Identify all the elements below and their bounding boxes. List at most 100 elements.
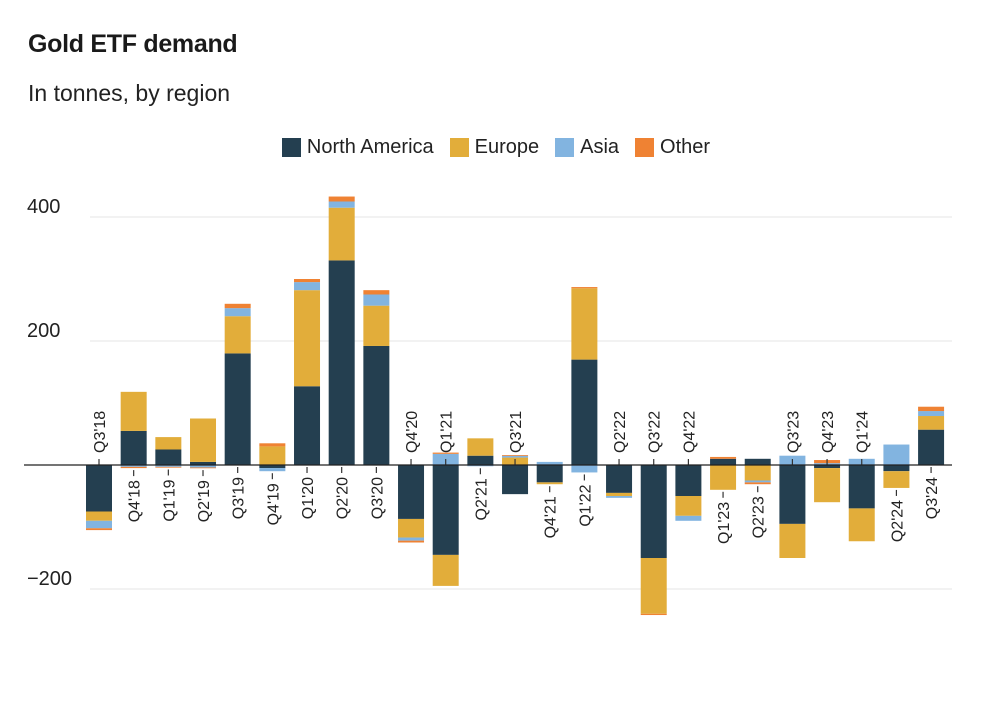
bar-asia: [502, 455, 529, 458]
bar-north-america: [155, 449, 182, 465]
bar-asia: [918, 411, 945, 417]
bar-north-america: [467, 455, 494, 465]
x-tick-label: Q2'21: [473, 478, 490, 520]
bar-asia: [606, 496, 633, 498]
bar-north-america: [883, 465, 910, 472]
x-tick-label: Q2'20: [335, 477, 352, 519]
x-tick-label: Q3'19: [231, 477, 248, 519]
x-tick-label: Q3'24: [924, 477, 941, 519]
bar-north-america: [398, 465, 425, 519]
bar-europe: [120, 391, 147, 431]
x-tick-label: Q3'21: [508, 411, 525, 453]
x-tick-label: Q2'19: [196, 480, 213, 522]
bar-europe: [744, 465, 771, 481]
bar-other: [259, 443, 286, 447]
bar-other: [294, 279, 321, 283]
legend-item-europe: Europe: [449, 136, 540, 159]
chart-subtitle: In tonnes, by region: [28, 80, 231, 106]
bar-other: [190, 467, 217, 469]
bar-europe: [606, 492, 633, 496]
bar-other: [571, 287, 598, 289]
bar-asia: [467, 465, 494, 467]
bar-other: [918, 406, 945, 412]
bar-europe: [363, 305, 390, 346]
legend-label-asia: Asia: [580, 136, 620, 158]
bar-other: [86, 528, 112, 531]
x-tick-label: Q4'20: [404, 411, 421, 453]
bar-europe: [779, 523, 806, 558]
x-tick-label: Q1'20: [300, 477, 317, 519]
bar-north-america: [814, 465, 841, 469]
bar-europe: [398, 518, 425, 538]
bar-europe: [294, 290, 321, 387]
x-tick-label: Q2'22: [612, 411, 629, 453]
bar-europe: [640, 558, 667, 614]
bar-north-america: [571, 359, 598, 465]
bar-asia: [675, 515, 702, 521]
bar-north-america: [606, 465, 633, 493]
bar-north-america: [224, 353, 251, 465]
bar-north-america: [710, 458, 737, 465]
bar-asia: [190, 465, 217, 468]
bar-asia: [328, 201, 355, 208]
chart-title: Gold ETF demand: [28, 30, 238, 58]
x-tick-label: Q3'18: [92, 411, 109, 453]
x-tick-label: Q4'21: [543, 496, 560, 538]
x-tick-label: Q1'22: [577, 484, 594, 526]
bar-europe: [224, 316, 251, 354]
bar-asia: [294, 282, 321, 291]
x-tick-label: Q1'21: [439, 411, 456, 453]
bar-europe: [675, 496, 702, 516]
bar-north-america: [640, 465, 667, 558]
legend-swatch-asia: [555, 138, 575, 157]
x-tick-label: Q2'24: [889, 500, 906, 542]
bar-north-america: [502, 465, 529, 495]
legend-swatch-europe: [449, 138, 469, 157]
x-tick-label: Q4'23: [820, 411, 837, 453]
bar-north-america: [328, 260, 355, 465]
bar-north-america: [536, 465, 563, 483]
x-tick-label: Q2'23: [751, 496, 768, 538]
x-tick-label: Q4'18: [127, 480, 144, 522]
bar-other: [328, 196, 355, 202]
bar-north-america: [86, 465, 112, 512]
y-tick-label: 200: [27, 320, 60, 342]
bar-europe: [467, 438, 494, 456]
legend-swatch-north-america: [281, 138, 301, 157]
bar-other: [710, 456, 737, 459]
bar-europe: [536, 482, 563, 485]
x-tick-label: Q3'20: [369, 477, 386, 519]
bar-other: [120, 466, 147, 469]
bar-north-america: [744, 458, 771, 465]
bar-other: [432, 452, 459, 454]
x-tick-label: Q4'19: [265, 483, 282, 525]
chart-legend: North America Europe Asia Other: [0, 136, 992, 159]
bar-north-america: [779, 465, 806, 524]
bar-north-america: [432, 465, 459, 555]
x-tick-label: Q1'23: [716, 502, 733, 544]
bar-north-america: [848, 465, 875, 509]
y-tick-label: 400: [27, 196, 60, 218]
bar-europe: [571, 288, 598, 360]
bar-north-america: [120, 430, 147, 465]
bar-europe: [328, 207, 355, 261]
bar-europe: [155, 437, 182, 450]
x-tick-label: Q4'22: [681, 411, 698, 453]
bar-europe: [432, 554, 459, 586]
bar-asia: [259, 468, 286, 472]
bar-europe: [259, 446, 286, 465]
bar-asia: [120, 465, 147, 467]
bar-asia: [155, 465, 182, 467]
bar-asia: [744, 480, 771, 483]
bar-europe: [86, 511, 112, 521]
bar-europe: [848, 508, 875, 542]
x-tick-label: Q1'24: [855, 411, 872, 453]
bar-north-america: [675, 465, 702, 496]
bar-asia: [571, 465, 598, 473]
bar-asia: [536, 461, 563, 465]
bar-europe: [710, 465, 737, 490]
bar-asia: [86, 520, 112, 529]
bar-other: [363, 290, 390, 295]
bar-europe: [883, 471, 910, 488]
legend-label-europe: Europe: [474, 136, 540, 158]
